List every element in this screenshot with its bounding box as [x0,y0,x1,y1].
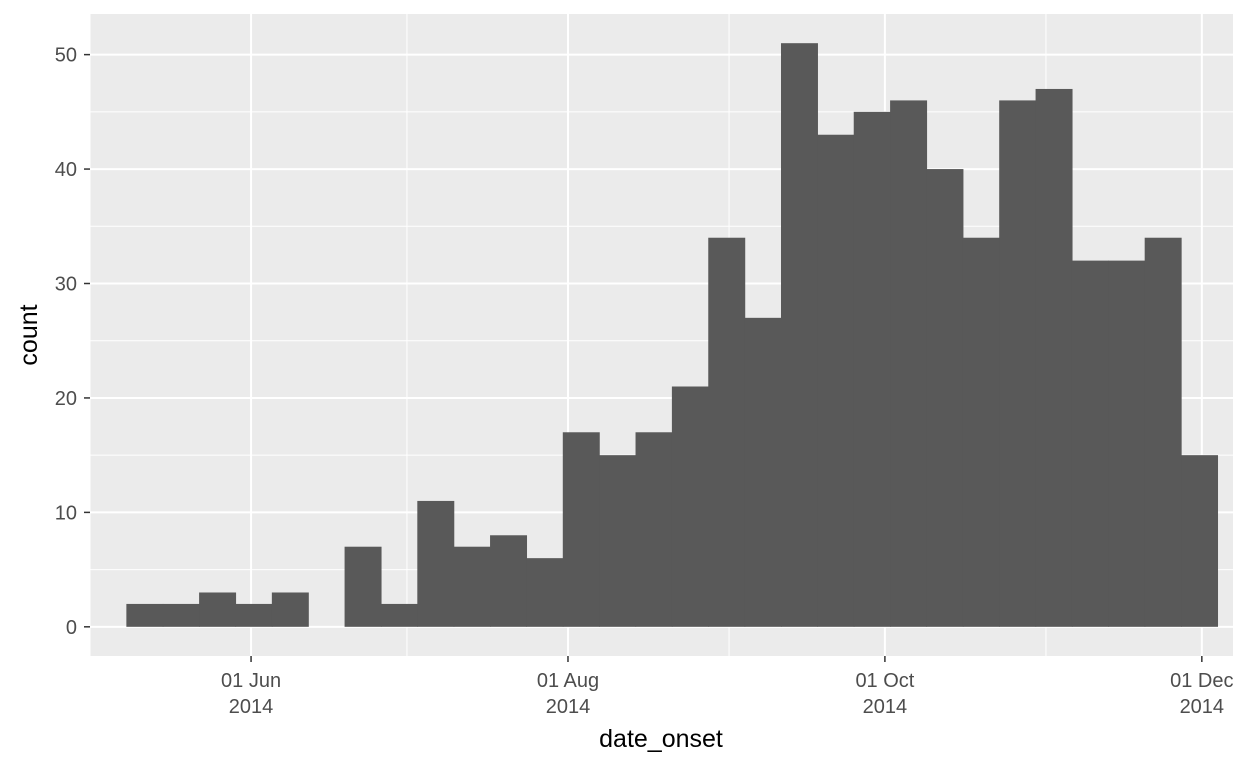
histogram-bar [490,535,528,627]
x-tick-label: 01 Dec [1170,670,1233,692]
histogram-bar [562,432,600,627]
x-tick-label-year: 2014 [863,696,908,718]
y-tick-label: 40 [55,159,77,181]
y-axis-title: count [15,304,43,365]
histogram-bar [817,134,855,627]
x-tick-label: 01 Jun [221,670,281,692]
histogram-bar [999,100,1037,627]
histogram-bar [599,455,637,627]
histogram-bar [1035,88,1073,627]
histogram-bar [1181,455,1219,627]
histogram-bar [780,43,818,627]
histogram-bar [526,558,564,627]
histogram-bar [962,237,1000,627]
histogram-bar [453,546,491,627]
histogram-bar [344,546,382,627]
x-tick-label-year: 2014 [229,696,274,718]
y-tick-label: 30 [55,274,77,296]
x-axis-title: date_onset [599,725,723,753]
histogram-bar [890,100,928,627]
histogram-bar [1108,260,1146,627]
histogram-bar [235,603,273,627]
histogram-bar [1144,237,1182,627]
histogram-bar [1071,260,1109,627]
x-tick-label-year: 2014 [1180,696,1225,718]
y-tick-label: 50 [55,45,77,67]
x-tick-label-year: 2014 [546,696,591,718]
histogram-bar [926,169,964,627]
histogram-bar [199,592,237,627]
y-axis: 0 10 20 30 40 50 [55,45,90,639]
x-tick-label: 01 Aug [537,670,599,692]
histogram-bar [380,603,418,627]
histogram-bar [708,237,746,627]
histogram-bars [126,43,1219,627]
histogram-bar [635,432,673,627]
y-tick-label: 0 [66,617,77,639]
histogram-bar [671,386,709,627]
histogram-bar [853,111,891,627]
y-tick-label: 10 [55,502,77,524]
histogram-bar [744,317,782,627]
histogram-bar [126,603,164,627]
histogram-bar [162,603,200,627]
x-axis: 01 Jun 2014 01 Aug 2014 01 Oct 2014 01 Dec 2014 [221,656,1234,718]
y-tick-label: 20 [55,388,77,410]
histogram-bar [271,592,309,627]
x-tick-label: 01 Oct [855,670,914,692]
histogram-bar [417,500,455,627]
